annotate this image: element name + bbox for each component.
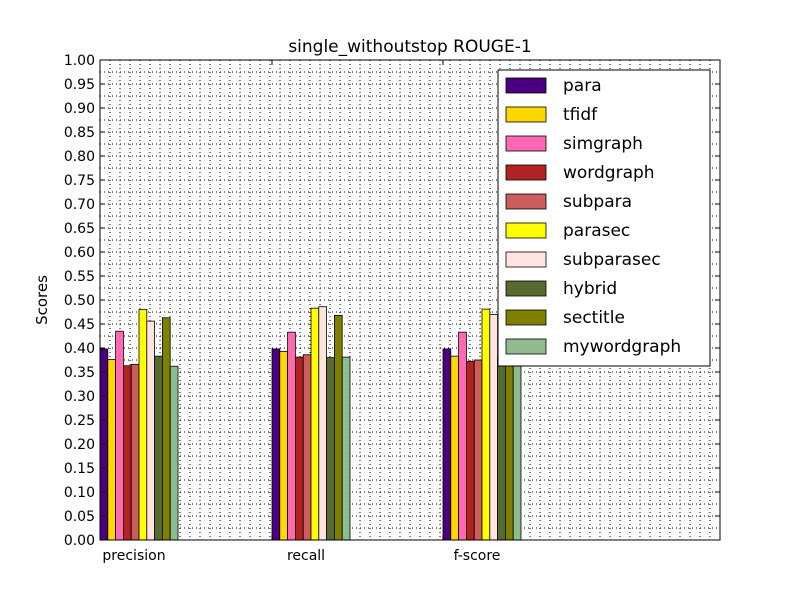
- legend-swatch-simgraph: [505, 135, 547, 152]
- legend-label-sectitle: sectitle: [563, 308, 625, 328]
- legend-label-parasec: parasec: [563, 221, 630, 241]
- bar-simgraph-recall: [287, 331, 296, 541]
- axes: [99, 59, 721, 541]
- y-tick-label: 0.30: [64, 389, 95, 405]
- legend-swatch-tfidf: [505, 106, 547, 123]
- bar-subparasec-f-score: [489, 313, 498, 541]
- y-tick-label: 0.10: [64, 485, 95, 501]
- legend-label-subpara: subpara: [563, 192, 632, 212]
- bar-simgraph-f-score: [458, 331, 467, 541]
- y-tick-label: 0.90: [64, 101, 95, 117]
- x-tick-label-recall: recall: [287, 548, 325, 564]
- bar-subpara-precision: [130, 363, 140, 541]
- y-tick-label: 0.70: [64, 197, 95, 213]
- legend-swatch-parasec: [505, 222, 547, 239]
- bar-sectitle-recall: [333, 314, 343, 541]
- y-tick-label: 0.65: [64, 221, 95, 237]
- bar-hybrid-precision: [154, 355, 163, 541]
- legend-swatch-hybrid: [505, 280, 547, 297]
- legend-label-hybrid: hybrid: [563, 279, 617, 299]
- bar-subpara-f-score: [473, 359, 483, 541]
- y-tick-label: 0.50: [64, 293, 95, 309]
- x-tick-label-precision: precision: [102, 548, 165, 564]
- bar-simgraph-precision: [115, 330, 124, 541]
- y-tick-label: 0.35: [64, 365, 95, 381]
- bar-hybrid-f-score: [497, 356, 506, 541]
- legend-label-wordgraph: wordgraph: [563, 163, 655, 183]
- tick-labels: 0.00 0.05 0.10 0.15 0.20 0.25 0.30 0.35 0.40 0.45…: [64, 53, 501, 564]
- bar-wordgraph-precision: [123, 365, 132, 541]
- bar-mywordgraph-precision: [169, 365, 179, 541]
- y-tick-label: 1.00: [64, 53, 95, 69]
- legend-label-mywordgraph: mywordgraph: [563, 337, 681, 357]
- legend: para tfidf simgraph wordgraph subpara parasec…: [497, 69, 711, 367]
- y-tick-label: 0.45: [64, 317, 95, 333]
- y-tick-label: 0.25: [64, 413, 95, 429]
- bars: [99, 306, 522, 541]
- legend-label-para: para: [563, 76, 602, 96]
- y-tick-label: 0.75: [64, 173, 95, 189]
- x-tick-label-f-score: f-score: [454, 548, 501, 564]
- bar-para-recall: [271, 348, 281, 541]
- y-tick-label: 0.95: [64, 77, 95, 93]
- legend-swatch-para: [505, 77, 547, 94]
- bar-wordgraph-recall: [294, 356, 304, 541]
- legend-label-tfidf: tfidf: [563, 105, 598, 125]
- legend-swatch-mywordgraph: [505, 338, 547, 355]
- bar-para-f-score: [442, 348, 452, 541]
- legend-swatch-wordgraph: [505, 164, 547, 181]
- bar-wordgraph-f-score: [465, 361, 475, 541]
- legend-label-subparasec: subparasec: [563, 250, 661, 270]
- chart-title: single_withoutstop ROUGE-1: [288, 37, 531, 57]
- legend-swatch-subpara: [505, 193, 547, 210]
- y-tick-label: 0.55: [64, 269, 95, 285]
- bar-hybrid-recall: [326, 357, 335, 541]
- y-tick-label: 0.00: [64, 533, 95, 549]
- bar-mywordgraph-recall: [341, 356, 351, 541]
- legend-swatch-subparasec: [505, 251, 547, 268]
- bar-parasec-f-score: [481, 308, 491, 541]
- bar-subparasec-precision: [146, 320, 156, 541]
- legend-label-simgraph: simgraph: [563, 134, 643, 154]
- bar-mywordgraph-f-score: [512, 361, 522, 541]
- y-tick-label: 0.85: [64, 125, 95, 141]
- bar-tfidf-recall: [279, 350, 288, 541]
- y-tick-label: 0.80: [64, 149, 95, 165]
- bar-parasec-recall: [310, 307, 320, 541]
- bar-sectitle-precision: [161, 317, 171, 541]
- bar-subpara-recall: [302, 354, 312, 541]
- y-tick-label: 0.40: [64, 341, 95, 357]
- bar-tfidf-precision: [107, 359, 117, 541]
- y-tick-label: 0.05: [64, 509, 95, 525]
- bar-parasec-precision: [138, 309, 148, 541]
- bar-tfidf-f-score: [450, 355, 459, 541]
- y-axis-label: Scores: [33, 275, 51, 325]
- y-tick-label: 0.60: [64, 245, 95, 261]
- bar-subparasec-recall: [318, 306, 327, 541]
- y-tick-label: 0.20: [64, 437, 95, 453]
- legend-swatch-sectitle: [505, 309, 547, 326]
- y-tick-label: 0.15: [64, 461, 95, 477]
